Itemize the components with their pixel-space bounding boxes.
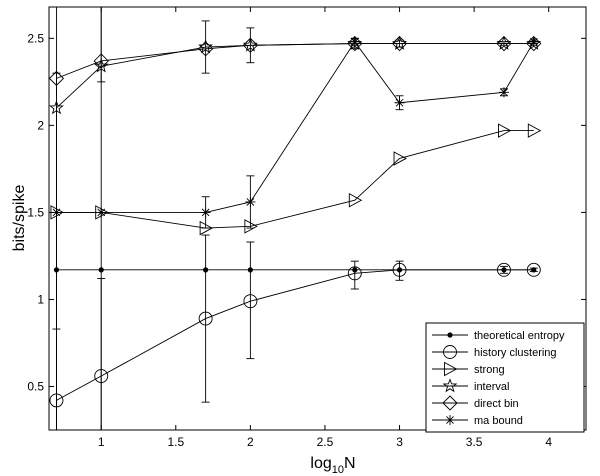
series-line (56, 43, 534, 79)
data-point (526, 35, 542, 52)
x-tick-label: 4 (545, 435, 552, 449)
data-point (347, 35, 363, 52)
legend-box (425, 322, 585, 433)
series-line (56, 41, 535, 213)
legend-marker (447, 332, 453, 338)
data-point (497, 262, 511, 277)
data-point (51, 207, 62, 218)
series-ma-bound (51, 7, 539, 430)
data-point (391, 35, 408, 52)
data-point (394, 97, 405, 108)
data-point (96, 207, 107, 218)
legend-item: direct bin (432, 395, 519, 411)
data-point (526, 262, 541, 277)
series-line (56, 130, 534, 229)
data-point (200, 207, 211, 218)
legend-label: history clustering (474, 347, 557, 359)
series-strong (50, 123, 542, 236)
data-point (498, 123, 512, 138)
data-point (347, 266, 362, 281)
legend-label: theoretical entropy (474, 330, 565, 342)
x-axis-title-n: N (344, 455, 356, 472)
x-tick-label: 1.5 (167, 435, 184, 449)
data-point (528, 36, 539, 47)
data-point (244, 219, 258, 234)
x-axis-title-log: log (310, 455, 331, 472)
legend: theoretical entropy history clustering str… (425, 322, 585, 433)
x-axis-title-subscript: 10 (332, 464, 344, 476)
data-point (197, 41, 214, 57)
data-point (393, 151, 407, 166)
legend-marker (442, 378, 458, 393)
legend-label: interval (474, 381, 509, 393)
legend-label: direct bin (474, 398, 519, 410)
legend-item: strong (432, 361, 505, 377)
x-tick-label: 3 (396, 435, 403, 449)
legend-marker (444, 361, 458, 377)
x-axis-title: log10N (310, 455, 355, 476)
y-tick-label: 1.5 (27, 205, 44, 219)
x-tick-label: 1 (98, 435, 105, 449)
legend-item: interval (432, 378, 509, 393)
data-point (199, 220, 214, 236)
y-tick-label: 2 (37, 118, 44, 132)
legend-item: history clustering (432, 345, 557, 359)
y-tick-label: 1 (37, 292, 44, 306)
data-point (198, 311, 213, 326)
legend-marker (442, 395, 458, 411)
legend-marker (443, 345, 457, 359)
legend-label: strong (474, 364, 505, 376)
data-point (349, 36, 360, 47)
data-point (50, 205, 64, 220)
data-point (348, 192, 363, 208)
data-point (527, 123, 542, 138)
data-point (498, 87, 509, 98)
data-point (245, 196, 256, 207)
legend-item: ma bound (432, 415, 523, 427)
y-tick-label: 0.5 (27, 379, 44, 393)
x-tick-label: 3.5 (466, 435, 483, 449)
y-tick-label: 2.5 (27, 31, 44, 45)
y-axis-title: bits/spike (11, 185, 28, 252)
legend-marker (445, 415, 455, 425)
legend-label: ma bound (474, 415, 523, 427)
series-layer (48, 7, 542, 430)
data-point (243, 294, 258, 309)
data-point (496, 35, 512, 52)
x-tick-label: 2 (247, 435, 254, 449)
data-point (392, 262, 407, 277)
x-tick-label: 2.5 (317, 435, 334, 449)
series-line (56, 269, 534, 401)
legend-item: theoretical entropy (432, 330, 565, 342)
data-point (242, 37, 259, 53)
